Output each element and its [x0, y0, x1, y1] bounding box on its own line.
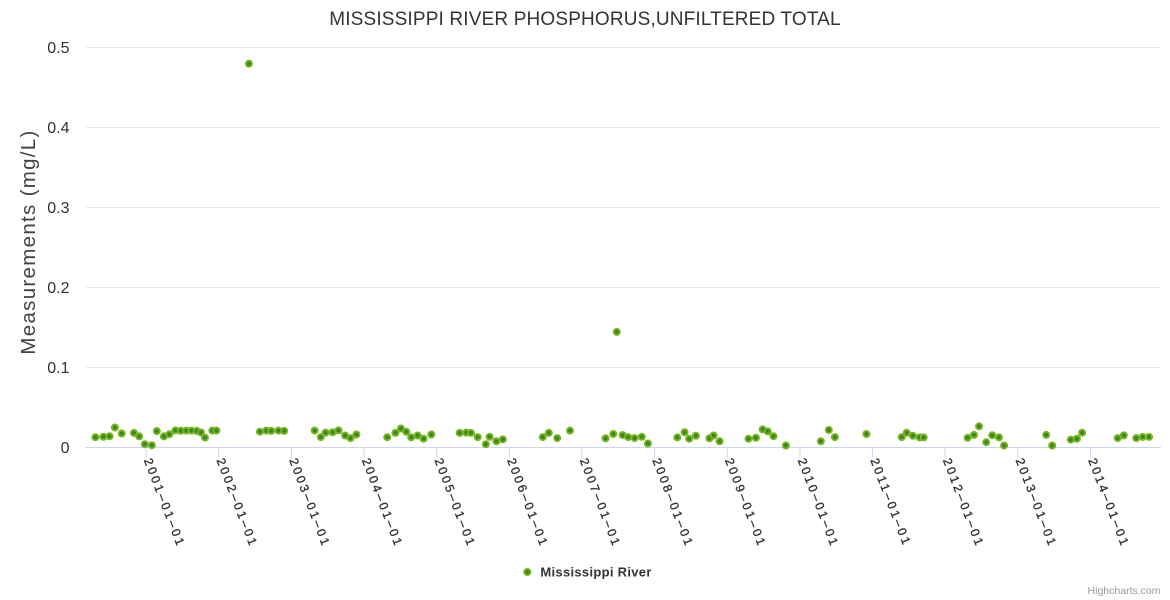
svg-text:Highcharts.com: Highcharts.com: [1088, 585, 1161, 597]
svg-text:0.4: 0.4: [47, 120, 69, 137]
svg-text:0: 0: [61, 440, 70, 457]
svg-text:0.2: 0.2: [47, 280, 69, 297]
svg-text:0.1: 0.1: [47, 360, 69, 377]
svg-text:0.3: 0.3: [47, 200, 69, 217]
svg-text:MISSISSIPPI RIVER PHOSPHORUS,U: MISSISSIPPI RIVER PHOSPHORUS,UNFILTERED …: [329, 9, 841, 30]
svg-text:Measurements (mg/L): Measurements (mg/L): [17, 129, 40, 354]
svg-text:0.5: 0.5: [47, 40, 69, 57]
svg-text:Mississippi River: Mississippi River: [540, 565, 651, 580]
